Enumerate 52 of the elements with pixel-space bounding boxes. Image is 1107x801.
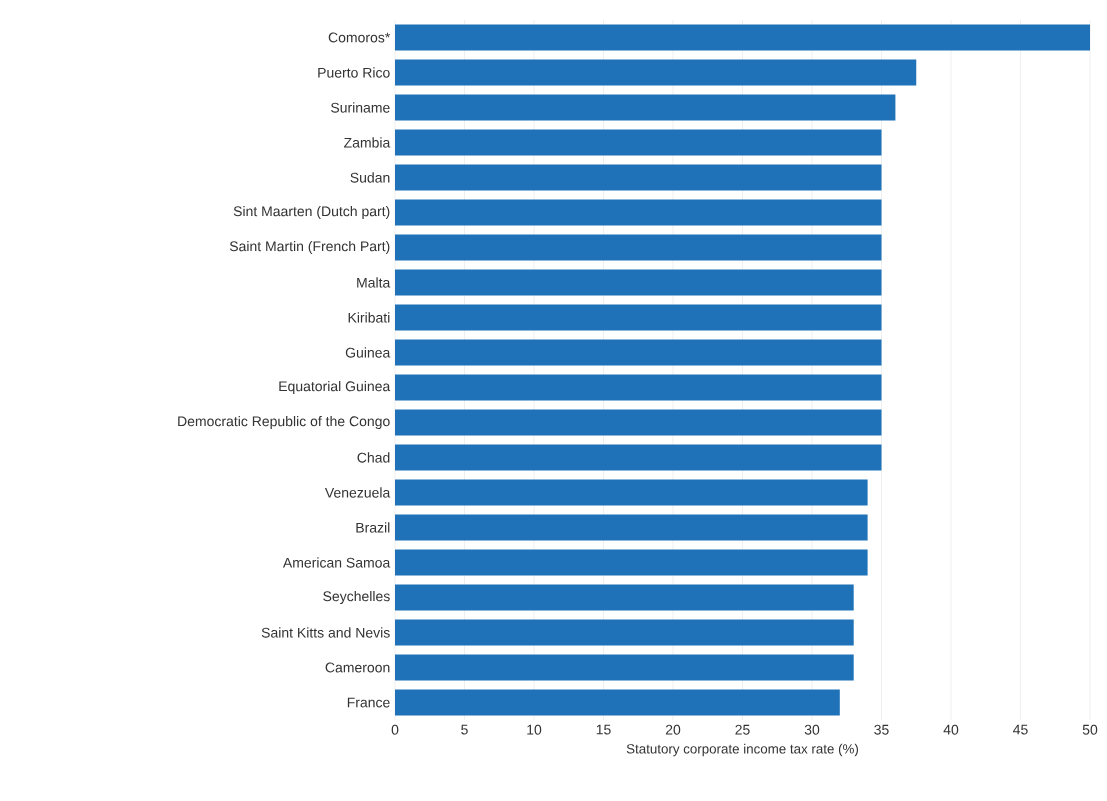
x-tick-label: 40 [943, 724, 959, 735]
bar [395, 514, 868, 541]
x-tick-label: 5 [461, 724, 468, 735]
y-tick-label: Saint Martin (French Part) [229, 240, 390, 255]
bar [395, 619, 854, 646]
y-tick-label: Democratic Republic of the Congo [178, 415, 390, 430]
x-tick-label: 20 [665, 724, 681, 735]
x-tick-label: 10 [527, 724, 542, 735]
bar [395, 479, 868, 506]
bar [395, 339, 882, 366]
y-tick-label: Saint Kitts and Nevis [261, 627, 390, 638]
y-tick-label: Equatorial Guinea [279, 380, 391, 395]
x-tick-label: 50 [1082, 724, 1098, 735]
y-tick-label: Kiribati [348, 312, 390, 323]
bar [395, 444, 882, 471]
x-tick-label: 30 [804, 724, 820, 735]
y-tick-label: Sint Maarten (Dutch part) [233, 205, 390, 220]
y-tick-label: American Samoa [282, 557, 391, 568]
y-tick-label: Brazil [356, 522, 390, 533]
bar [395, 59, 917, 86]
y-tick-label: Cameroon [325, 662, 390, 673]
y-tick-label: Suriname [331, 102, 390, 113]
bar [395, 304, 882, 331]
bar [395, 24, 1090, 51]
y-tick-label: Sudan [350, 172, 390, 183]
bar [395, 94, 896, 121]
bar [395, 409, 882, 436]
y-tick-label: Zambia [344, 137, 391, 148]
x-tick-label: 25 [735, 724, 750, 735]
bar [395, 374, 882, 401]
bar [395, 549, 868, 576]
bar [395, 269, 882, 296]
bar [395, 584, 854, 611]
y-tick-label: France [347, 697, 390, 708]
bar [395, 129, 882, 156]
x-tick-label: 15 [596, 724, 611, 735]
bar [395, 164, 882, 191]
y-tick-label: Malta [357, 277, 391, 288]
y-tick-label: Puerto Rico [318, 67, 390, 78]
bar [395, 689, 840, 716]
x-tick-label: 45 [1013, 724, 1028, 735]
y-tick-label: Seychelles [323, 590, 390, 605]
x-tick-label: 35 [874, 724, 889, 735]
bar [395, 234, 882, 261]
x-tick-label: 0 [391, 724, 399, 735]
y-tick-label: Comoros* [328, 32, 391, 43]
bar [395, 654, 854, 681]
x-axis-title: Statutory corporate income tax rate (%) [626, 743, 858, 757]
y-tick-label: Venezuela [324, 487, 391, 498]
y-tick-label: Chad [357, 452, 390, 463]
bar [395, 199, 882, 226]
y-tick-label: Guinea [345, 347, 391, 358]
